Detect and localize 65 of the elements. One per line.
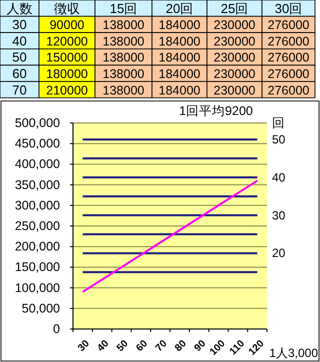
x-tick-label: 25回 bbox=[220, 0, 248, 16]
data-label: 210000 bbox=[46, 83, 88, 98]
y-tick-label: 50 bbox=[12, 50, 27, 65]
data-label: 276000 bbox=[268, 83, 310, 98]
y-tick-label: 70 bbox=[12, 82, 27, 98]
x-tick-label: 30 bbox=[76, 338, 92, 354]
x-axis-title: 1人3,000 bbox=[269, 346, 318, 360]
line-series bbox=[82, 180, 258, 293]
x-tick-label: 120 bbox=[246, 338, 267, 358]
data-label: 120000 bbox=[46, 34, 88, 48]
y-tick-label: 250,000 bbox=[14, 219, 60, 233]
data-label: 276000 bbox=[268, 18, 310, 32]
data-label: 184000 bbox=[158, 50, 200, 65]
data-label: 138000 bbox=[102, 67, 144, 81]
data-label: 276000 bbox=[268, 34, 310, 48]
data-label: 184000 bbox=[158, 67, 200, 81]
data-label: 90000 bbox=[50, 18, 84, 32]
y-tick-label: 200,000 bbox=[14, 240, 60, 254]
y-tick-label: 40 bbox=[12, 33, 27, 48]
x-tick-label: 100 bbox=[208, 338, 228, 358]
x-tick-label: 30回 bbox=[274, 0, 302, 16]
x-tick-label: 徴収 bbox=[54, 0, 80, 16]
y-tick-label: 500,000 bbox=[14, 116, 60, 130]
x-tick-label: 110 bbox=[228, 338, 248, 358]
y-tick-label: 350,000 bbox=[14, 178, 60, 192]
y2-axis-title: 回 bbox=[272, 116, 285, 130]
data-label: 230000 bbox=[214, 34, 256, 48]
y-tick-label: 0 bbox=[53, 322, 60, 336]
y-tick-label: 150,000 bbox=[14, 260, 60, 274]
x-tick-label: 50 bbox=[114, 338, 131, 354]
y-tick-label: 300,000 bbox=[14, 198, 60, 212]
data-label: 276000 bbox=[268, 50, 310, 65]
data-label: 138000 bbox=[102, 18, 144, 32]
data-label: 230000 bbox=[214, 50, 256, 65]
chart-title: 1回平均9200 bbox=[179, 104, 253, 118]
y2-tick-label: 40 bbox=[272, 170, 286, 184]
x-tick-label: 20回 bbox=[166, 0, 194, 16]
y-tick-label: 60 bbox=[12, 66, 27, 81]
x-tick-label: 15回 bbox=[110, 0, 138, 16]
y-axis-title: 人数 bbox=[6, 0, 32, 16]
data-label: 180000 bbox=[46, 67, 88, 81]
data-label: 184000 bbox=[158, 18, 200, 32]
y-tick-label: 100,000 bbox=[14, 280, 60, 295]
x-tick-label: 40 bbox=[96, 338, 112, 354]
data-label: 138000 bbox=[102, 83, 144, 98]
data-label: 230000 bbox=[214, 83, 256, 98]
x-tick-label: 90 bbox=[192, 338, 208, 354]
x-tick-label: 70 bbox=[154, 338, 170, 354]
data-label: 138000 bbox=[102, 34, 144, 48]
y-tick-label: 50,000 bbox=[22, 301, 60, 316]
x-tick-label: 80 bbox=[173, 338, 190, 354]
data-label: 184000 bbox=[158, 34, 200, 48]
y2-tick-label: 30 bbox=[272, 208, 286, 222]
y-tick-label: 30 bbox=[12, 17, 27, 32]
y2-tick-label: 50 bbox=[272, 132, 286, 146]
data-label: 230000 bbox=[214, 67, 256, 81]
data-label: 138000 bbox=[102, 50, 144, 65]
data-label: 184000 bbox=[158, 83, 200, 98]
data-label: 150000 bbox=[46, 50, 88, 65]
x-tick-label: 60 bbox=[134, 338, 150, 354]
data-label: 230000 bbox=[214, 18, 256, 32]
data-label: 276000 bbox=[268, 67, 310, 81]
y-tick-label: 400,000 bbox=[14, 157, 60, 172]
y2-tick-label: 20 bbox=[272, 246, 286, 260]
y-tick-label: 450,000 bbox=[14, 136, 60, 151]
